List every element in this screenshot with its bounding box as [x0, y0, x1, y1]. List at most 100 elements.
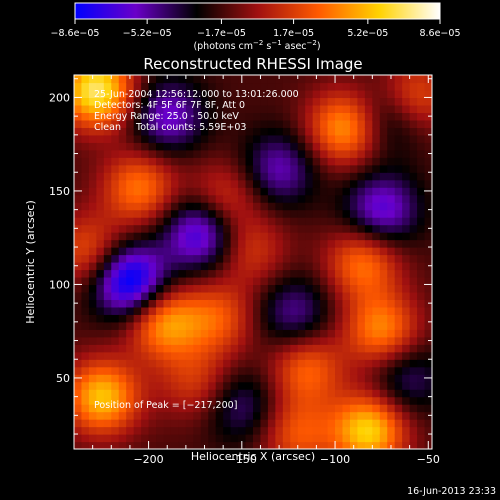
heatmap-cell	[335, 254, 344, 263]
heatmap-cell	[312, 134, 321, 143]
heatmap-cell	[215, 284, 224, 293]
heatmap-cell	[81, 336, 90, 345]
heatmap-cell	[81, 134, 90, 143]
heatmap-cell	[156, 187, 165, 196]
heatmap-cell	[170, 104, 180, 113]
heatmap-cell	[141, 276, 150, 286]
heatmap-cell	[290, 284, 299, 293]
heatmap-cell	[193, 224, 202, 233]
heatmap-cell	[74, 329, 83, 338]
heatmap-cell	[74, 127, 83, 136]
heatmap-cell	[96, 321, 105, 330]
heatmap-cell	[238, 351, 247, 360]
heatmap-cell	[387, 164, 396, 173]
heatmap-cell	[267, 104, 276, 113]
heatmap-cell	[290, 404, 299, 413]
heatmap-cell	[185, 254, 194, 263]
heatmap-cell	[223, 172, 232, 181]
heatmap-cell	[379, 217, 388, 226]
heatmap-cell	[208, 134, 217, 143]
heatmap-cell	[372, 434, 381, 443]
heatmap-cell	[297, 179, 306, 188]
heatmap-cell	[88, 157, 97, 166]
heatmap-cell	[409, 89, 418, 99]
heatmap-cell	[267, 404, 276, 413]
heatmap-cell	[88, 329, 97, 338]
heatmap-cell	[267, 366, 276, 375]
heatmap-cell	[253, 366, 262, 375]
heatmap-cell	[238, 209, 247, 218]
heatmap-cell	[133, 89, 142, 99]
heatmap-cell	[424, 239, 432, 248]
heatmap-cell	[402, 172, 411, 181]
heatmap-cell	[417, 396, 426, 405]
heatmap-cell	[238, 344, 247, 353]
heatmap-cell	[387, 291, 396, 300]
heatmap-cell	[290, 374, 299, 383]
heatmap-cell	[111, 75, 120, 84]
heatmap-cell	[253, 299, 262, 308]
heatmap-cell	[178, 112, 187, 121]
heatmap-cell	[312, 269, 321, 278]
heatmap-cell	[260, 119, 269, 128]
heatmap-cell	[133, 374, 142, 383]
colorbar-tick-label: −8.6e−05	[51, 28, 100, 39]
heatmap-cell	[88, 351, 97, 360]
heatmap-cell	[260, 306, 269, 315]
heatmap-cell	[253, 404, 262, 413]
heatmap-cell	[133, 269, 142, 278]
heatmap-cell	[260, 149, 269, 158]
heatmap-cell	[424, 269, 432, 278]
heatmap-cell	[267, 269, 276, 278]
heatmap-cell	[215, 441, 224, 449]
heatmap-cell	[148, 104, 157, 113]
heatmap-cell	[327, 172, 336, 181]
heatmap-cell	[282, 82, 291, 91]
heatmap-cell	[253, 344, 262, 353]
heatmap-cell	[156, 209, 165, 218]
heatmap-cell	[349, 172, 359, 181]
heatmap-cell	[402, 247, 411, 256]
heatmap-cell	[260, 284, 269, 293]
heatmap-cell	[387, 119, 396, 128]
heatmap-cell	[327, 359, 336, 368]
heatmap-cell	[111, 134, 120, 143]
heatmap-cell	[394, 299, 403, 308]
heatmap-cell	[327, 441, 336, 449]
heatmap-cell	[170, 291, 180, 300]
heatmap-cell	[126, 164, 135, 173]
heatmap-cell	[260, 187, 269, 196]
heatmap-cell	[133, 262, 142, 271]
heatmap-cell	[200, 75, 209, 84]
heatmap-cell	[245, 306, 254, 315]
heatmap-cell	[424, 284, 432, 293]
heatmap-cell	[342, 329, 351, 338]
heatmap-cell	[260, 232, 269, 241]
heatmap-cell	[245, 389, 254, 398]
heatmap-cell	[297, 396, 306, 405]
heatmap-cell	[215, 127, 224, 136]
heatmap-cell	[402, 262, 411, 271]
heatmap-cell	[193, 284, 202, 293]
heatmap-cell	[297, 306, 306, 315]
heatmap-cell	[327, 396, 336, 405]
heatmap-cell	[372, 149, 381, 158]
heatmap-cell	[260, 269, 269, 278]
heatmap-cell	[215, 119, 224, 128]
heatmap-cell	[170, 247, 180, 256]
heatmap-cell	[133, 112, 142, 121]
plot-frame	[73, 74, 433, 450]
heatmap-cell	[275, 366, 284, 375]
heatmap-cell	[394, 344, 403, 353]
heatmap-cell	[148, 389, 157, 398]
heatmap-cell	[81, 366, 90, 375]
heatmap-cell	[223, 232, 232, 241]
heatmap-cell	[230, 344, 239, 353]
heatmap-cell	[238, 157, 247, 166]
heatmap-cell	[312, 179, 321, 188]
heatmap-cell	[290, 359, 299, 368]
heatmap-cell	[297, 426, 306, 435]
heatmap-cell	[267, 426, 276, 435]
heatmap-cell	[275, 232, 284, 241]
heatmap-cell	[193, 142, 202, 151]
